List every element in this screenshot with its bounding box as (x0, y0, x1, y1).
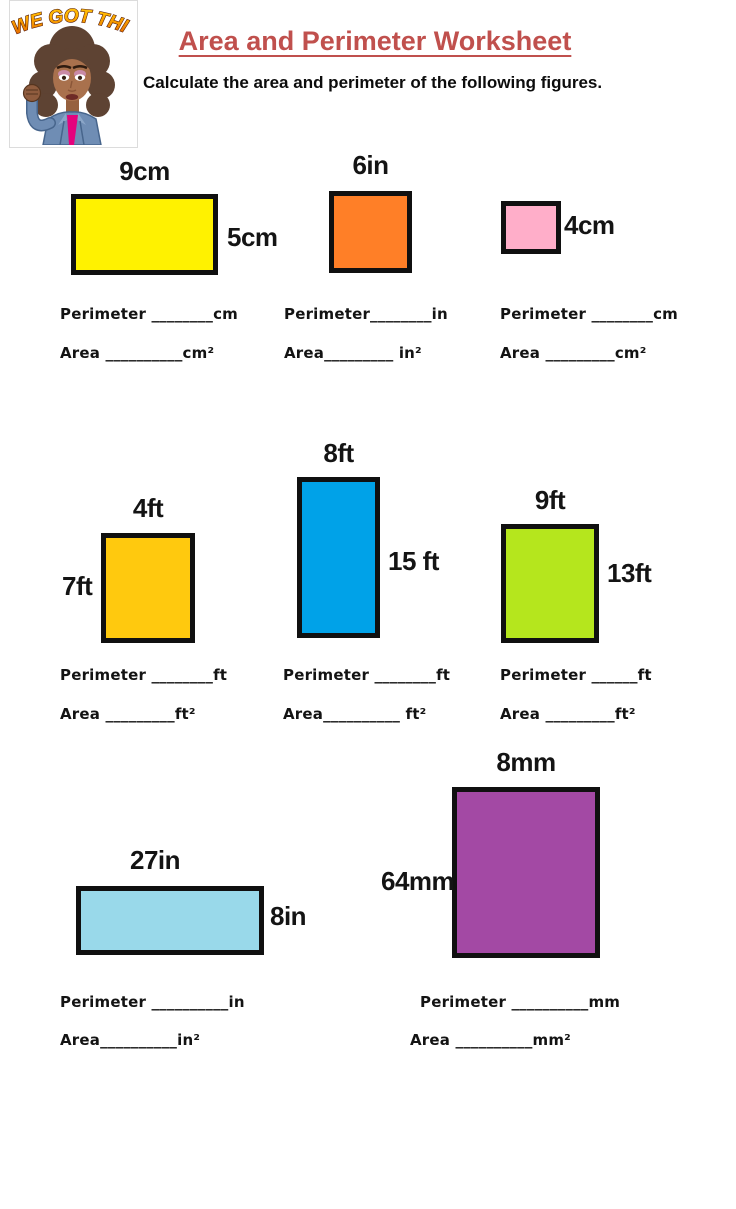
figure-4-area-blank[interactable]: Area _________ft² (60, 705, 196, 723)
figure-6-height-label: 13ft (607, 558, 652, 588)
mascot-illustration: WE GOT THIS! (3, 0, 132, 146)
mascot-fist (22, 83, 56, 132)
figure-6-area-blank[interactable]: Area _________ft² (500, 705, 636, 723)
figure-8-rect (452, 787, 600, 958)
figure-4-width-label: 4ft (132, 493, 164, 523)
figure-7-area-blank[interactable]: Area__________in² (60, 1031, 201, 1049)
figure-4-rect (101, 533, 195, 643)
figure-6-rect (501, 524, 599, 643)
figure-8-height-label: 64mm (381, 866, 455, 896)
figure-7-perimeter-blank[interactable]: Perimeter __________in (60, 993, 245, 1011)
figure-3-rect (501, 201, 561, 254)
we-got-this-logo: WE GOT THIS! (3, 0, 138, 148)
figure-8-perimeter-blank[interactable]: Perimeter __________mm (420, 993, 621, 1011)
figure-7-rect (76, 886, 264, 955)
figure-6-width-label: 9ft (534, 485, 566, 515)
figure-1-rect (71, 194, 218, 275)
worksheet-subtitle: Calculate the area and perimeter of the … (143, 73, 603, 92)
figure-5-area-blank[interactable]: Area__________ ft² (283, 705, 427, 723)
figure-2-area-blank[interactable]: Area_________ in² (284, 344, 422, 362)
figure-5-rect (297, 477, 380, 638)
figure-2-rect (329, 191, 412, 273)
figure-1-perimeter-blank[interactable]: Perimeter ________cm (60, 305, 238, 323)
mascot-face (56, 65, 88, 100)
figure-1-area-blank[interactable]: Area __________cm² (60, 344, 215, 362)
figure-3-perimeter-blank[interactable]: Perimeter ________cm (500, 305, 678, 323)
figure-1-height-label: 5cm (227, 222, 278, 252)
figure-7-height-label: 8in (270, 901, 307, 931)
figure-4-perimeter-blank[interactable]: Perimeter ________ft (60, 666, 228, 684)
figure-8-width-label: 8mm (496, 747, 556, 777)
figure-5-width-label: 8ft (323, 438, 354, 468)
figure-7-width-label: 27in (129, 845, 181, 875)
worksheet-title: Area and Perimeter Worksheet (178, 26, 572, 56)
figure-6-perimeter-blank[interactable]: Perimeter ______ft (500, 666, 652, 684)
figure-5-height-label: 15 ft (388, 546, 439, 576)
figure-2-width-label: 6in (352, 150, 389, 180)
figure-3-area-blank[interactable]: Area _________cm² (500, 344, 647, 362)
figure-5-perimeter-blank[interactable]: Perimeter ________ft (283, 666, 451, 684)
figure-2-perimeter-blank[interactable]: Perimeter________in (284, 305, 448, 323)
figure-3-height-label: 4cm (564, 210, 615, 240)
figure-1-width-label: 9cm (119, 156, 170, 186)
figure-8-area-blank[interactable]: Area __________mm² (410, 1031, 571, 1049)
mascot-jacket (42, 111, 102, 146)
figure-4-height-label: 7ft (62, 571, 93, 601)
